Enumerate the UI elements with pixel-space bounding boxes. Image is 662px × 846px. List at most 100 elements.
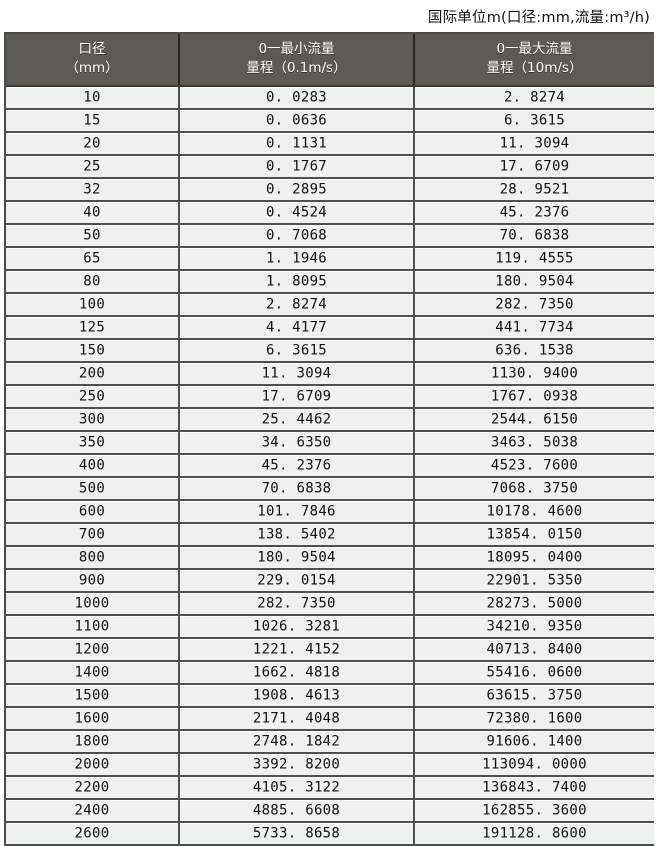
cell-diameter-value: 1200 (74, 641, 110, 658)
cell-min-flow-value: 1662. 4818 (252, 664, 341, 681)
table-row: 200 11. 3094 1130. 9400 (6, 362, 654, 387)
cell-min-flow-value: 0. 4524 (265, 204, 328, 221)
table-row: 600 101. 7846 10178. 4600 (6, 500, 654, 525)
cell-diameter: 125 (6, 316, 180, 341)
cell-diameter: 2200 (6, 776, 180, 801)
cell-min-flow-value: 1026. 3281 (252, 618, 341, 635)
cell-min-flow-value: 2171. 4048 (252, 710, 341, 727)
cell-min-flow: 70. 6838 (179, 477, 415, 502)
caption-row: 国际单位m(口径:mm,流量:m³/h) (0, 0, 662, 32)
cell-min-flow-value: 17. 6709 (261, 388, 332, 405)
cell-min-flow-value: 4885. 6608 (252, 802, 341, 819)
header-min-flow-line2: 量程（0.1m/s） (246, 60, 347, 77)
cell-max-flow-value: 45. 2376 (499, 204, 570, 221)
cell-max-flow: 6. 3615 (414, 109, 654, 134)
flow-range-table: 口径 （mm） 0一最小流量 量程（0.1m/s） 0一最大流量 量程（10m/… (6, 34, 654, 845)
cell-diameter-value: 65 (83, 250, 101, 267)
cell-min-flow: 180. 9504 (179, 546, 415, 571)
cell-min-flow: 0. 1767 (179, 155, 415, 180)
cell-diameter-value: 350 (78, 434, 106, 451)
cell-max-flow: 4523. 7600 (414, 454, 654, 479)
cell-min-flow: 282. 7350 (179, 592, 415, 617)
cell-max-flow: 3463. 5038 (414, 431, 654, 456)
cell-max-flow: 72380. 1600 (414, 707, 654, 732)
header-max-flow-line1: 0一最大流量 (496, 41, 573, 57)
cell-diameter: 600 (6, 500, 180, 525)
cell-max-flow-value: 2. 8274 (503, 89, 566, 106)
table-row: 100 2. 8274 282. 7350 (6, 293, 654, 318)
cell-max-flow-value: 28273. 5000 (486, 595, 583, 612)
cell-diameter: 100 (6, 293, 180, 318)
cell-min-flow: 0. 1131 (179, 132, 415, 157)
table-row: 50 0. 7068 70. 6838 (6, 224, 654, 249)
cell-max-flow: 22901. 5350 (414, 569, 654, 594)
cell-min-flow-value: 0. 1131 (265, 135, 328, 152)
cell-max-flow: 136843. 7400 (414, 776, 654, 801)
cell-min-flow: 2171. 4048 (179, 707, 415, 732)
cell-min-flow-value: 0. 0636 (265, 112, 328, 129)
header-cell-max-flow: 0一最大流量 量程（10m/s） (414, 34, 654, 88)
cell-max-flow-value: 91606. 1400 (486, 733, 583, 750)
cell-max-flow-value: 34210. 9350 (486, 618, 583, 635)
table-row: 15 0. 0636 6. 3615 (6, 109, 654, 134)
table-row: 2200 4105. 3122 136843. 7400 (6, 776, 654, 801)
cell-diameter-value: 100 (78, 296, 106, 313)
cell-max-flow-value: 17. 6709 (499, 158, 570, 175)
cell-diameter: 2600 (6, 822, 180, 845)
cell-diameter: 2400 (6, 799, 180, 824)
cell-min-flow-value: 45. 2376 (261, 457, 332, 474)
cell-diameter-value: 250 (78, 388, 106, 405)
cell-min-flow-value: 5733. 8658 (252, 825, 341, 842)
cell-min-flow: 45. 2376 (179, 454, 415, 479)
cell-diameter-value: 50 (83, 227, 101, 244)
cell-max-flow: 17. 6709 (414, 155, 654, 180)
cell-max-flow: 11. 3094 (414, 132, 654, 157)
cell-max-flow: 7068. 3750 (414, 477, 654, 502)
cell-min-flow: 1662. 4818 (179, 661, 415, 686)
table-row: 40 0. 4524 45. 2376 (6, 201, 654, 226)
cell-diameter: 400 (6, 454, 180, 479)
cell-diameter-value: 600 (78, 503, 106, 520)
cell-max-flow: 1767. 0938 (414, 385, 654, 410)
table-row: 300 25. 4462 2544. 6150 (6, 408, 654, 433)
cell-min-flow-value: 1. 1946 (265, 250, 328, 267)
table-row: 20 0. 1131 11. 3094 (6, 132, 654, 157)
cell-diameter-value: 2400 (74, 802, 110, 819)
cell-diameter-value: 1800 (74, 733, 110, 750)
cell-min-flow: 0. 0636 (179, 109, 415, 134)
cell-max-flow-value: 162855. 3600 (482, 802, 587, 819)
cell-diameter-value: 300 (78, 411, 106, 428)
cell-max-flow: 28. 9521 (414, 178, 654, 203)
cell-diameter-value: 15 (83, 112, 101, 129)
cell-min-flow: 138. 5402 (179, 523, 415, 548)
cell-diameter: 250 (6, 385, 180, 410)
table-row: 400 45. 2376 4523. 7600 (6, 454, 654, 479)
table-row: 700 138. 5402 13854. 0150 (6, 523, 654, 548)
cell-diameter: 150 (6, 339, 180, 364)
cell-max-flow-value: 6. 3615 (503, 112, 566, 129)
cell-diameter-value: 1400 (74, 664, 110, 681)
cell-diameter-value: 10 (83, 89, 101, 106)
cell-min-flow-value: 229. 0154 (257, 572, 336, 589)
cell-diameter: 15 (6, 109, 180, 134)
cell-diameter: 1500 (6, 684, 180, 709)
cell-min-flow-value: 11. 3094 (261, 365, 332, 382)
cell-diameter-value: 500 (78, 480, 106, 497)
cell-min-flow: 229. 0154 (179, 569, 415, 594)
cell-diameter: 20 (6, 132, 180, 157)
cell-min-flow: 2748. 1842 (179, 730, 415, 755)
cell-max-flow-value: 282. 7350 (495, 296, 574, 313)
cell-diameter: 700 (6, 523, 180, 548)
cell-diameter-value: 800 (78, 549, 106, 566)
cell-diameter-value: 1600 (74, 710, 110, 727)
header-max-flow-line2: 量程（10m/s） (486, 60, 583, 77)
cell-min-flow-value: 101. 7846 (257, 503, 336, 520)
cell-diameter: 350 (6, 431, 180, 456)
cell-diameter-value: 1100 (74, 618, 110, 635)
cell-diameter: 80 (6, 270, 180, 295)
table-row: 25 0. 1767 17. 6709 (6, 155, 654, 180)
cell-max-flow-value: 1130. 9400 (490, 365, 579, 382)
cell-min-flow: 0. 4524 (179, 201, 415, 226)
cell-diameter-value: 2600 (74, 825, 110, 842)
cell-diameter-value: 2000 (74, 756, 110, 773)
